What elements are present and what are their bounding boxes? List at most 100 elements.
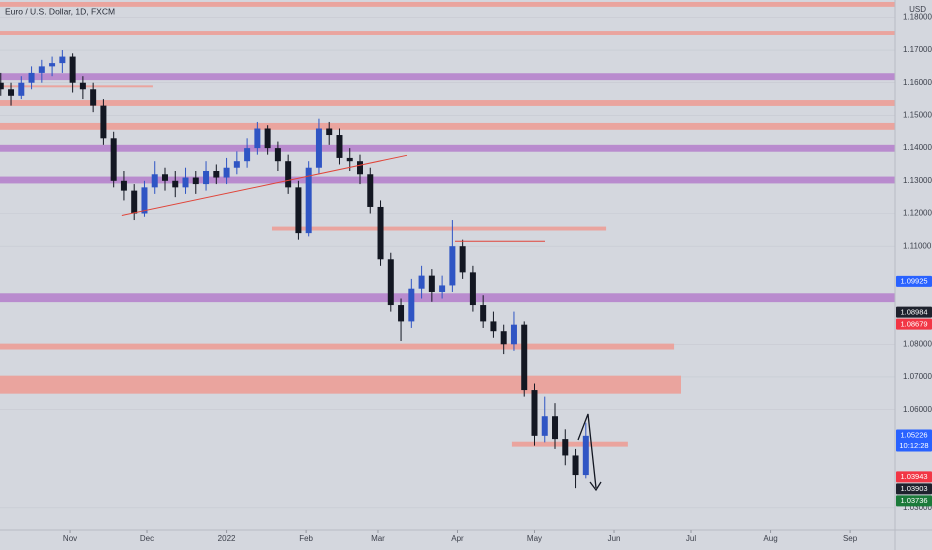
candle-body <box>531 390 538 436</box>
candle-body <box>28 72 35 83</box>
candle-body <box>367 174 374 207</box>
candle-body <box>274 148 281 162</box>
candle-body <box>418 275 425 289</box>
candle-body <box>562 439 569 456</box>
price-badge-label: 1.08984 <box>900 307 927 316</box>
candle-body <box>439 285 446 292</box>
zone <box>0 293 895 303</box>
arrow-head <box>589 481 602 492</box>
candle-body <box>151 174 158 188</box>
zone <box>0 144 895 152</box>
candle-body <box>326 128 333 136</box>
candle-body <box>203 170 210 185</box>
candle-body <box>110 138 117 181</box>
x-tick-label: Sep <box>843 534 858 543</box>
candle-body <box>233 161 240 168</box>
candles <box>0 50 589 489</box>
y-tick-label: 1.15000 <box>903 111 932 120</box>
x-tick-label: Aug <box>763 534 777 543</box>
y-tick-label: 1.07000 <box>903 372 932 381</box>
candle-body <box>582 435 589 476</box>
x-tick-label: Dec <box>140 534 154 543</box>
candle-body <box>552 416 559 440</box>
candle-body <box>254 128 261 149</box>
y-tick-label: 1.03000 <box>903 503 932 512</box>
x-tick-label: Apr <box>451 534 464 543</box>
price-badge <box>896 275 932 287</box>
candle-body <box>244 148 251 162</box>
candle-body <box>18 82 25 96</box>
candle-body <box>346 157 353 162</box>
candle-body <box>38 66 45 73</box>
zone <box>0 100 895 106</box>
price-badge-label: 1.09925 <box>900 277 927 286</box>
candle-body <box>449 246 456 286</box>
price-badge-label: 1.08679 <box>900 319 927 328</box>
candle-body <box>428 275 435 292</box>
candle-body <box>377 206 384 260</box>
x-tick-label: 2022 <box>218 534 236 543</box>
candle-body <box>192 177 199 185</box>
candle-body <box>541 416 548 436</box>
x-tick-label: Jun <box>608 534 621 543</box>
candle-body <box>131 190 138 214</box>
candle-body <box>141 187 148 214</box>
x-tick-label: Nov <box>63 534 77 543</box>
candle-body <box>398 305 405 322</box>
candle-body <box>500 331 507 345</box>
chart-title: Euro / U.S. Dollar, 1D, FXCM <box>5 6 115 16</box>
currency-label: USD <box>909 5 926 14</box>
y-tick-label: 1.08000 <box>903 339 932 348</box>
candle-body <box>408 288 415 322</box>
x-tick-label: Jul <box>686 534 696 543</box>
candle-body <box>572 455 579 476</box>
candle-body <box>161 174 168 181</box>
candle-body <box>182 177 189 188</box>
price-badge-time: 10:12:28 <box>899 441 928 450</box>
zone <box>0 85 153 88</box>
trend-line <box>121 154 408 216</box>
price-badge <box>896 483 932 495</box>
price-badge <box>896 471 932 483</box>
candle-body <box>264 128 271 149</box>
candle-body <box>59 56 66 64</box>
candle-body <box>213 170 220 178</box>
candle-body <box>459 246 466 273</box>
zone <box>0 1 895 7</box>
candle-body <box>120 180 127 191</box>
y-tick-label: 1.18000 <box>903 12 932 21</box>
zone <box>0 343 675 350</box>
price-badge <box>896 318 932 330</box>
y-tick-label: 1.16000 <box>903 78 932 87</box>
price-badge-label: 1.03736 <box>900 496 927 505</box>
y-tick-label: 1.06000 <box>903 405 932 414</box>
candle-body <box>100 105 107 139</box>
zones <box>0 1 895 447</box>
candle-body <box>8 89 15 96</box>
x-tick-label: Feb <box>299 534 313 543</box>
zone <box>511 441 628 447</box>
candle-body <box>469 272 476 306</box>
candle-body <box>69 56 76 83</box>
candle-body <box>305 167 312 234</box>
candle-body <box>480 305 487 322</box>
zone <box>0 73 895 81</box>
candle-body <box>172 180 179 188</box>
price-badge-label: 1.03903 <box>900 484 927 493</box>
y-tick-label: 1.12000 <box>903 209 932 218</box>
y-tick-label: 1.14000 <box>903 143 932 152</box>
x-tick-label: May <box>527 534 542 543</box>
zone <box>0 122 895 130</box>
candle-body <box>510 324 517 345</box>
y-tick-label: 1.13000 <box>903 176 932 185</box>
x-tick-label: Mar <box>371 534 385 543</box>
candle-body <box>49 63 56 67</box>
candle-body <box>521 324 528 391</box>
candle-body <box>223 167 230 178</box>
price-badge <box>896 306 932 318</box>
price-badge <box>896 429 932 452</box>
candle-body <box>90 89 97 106</box>
